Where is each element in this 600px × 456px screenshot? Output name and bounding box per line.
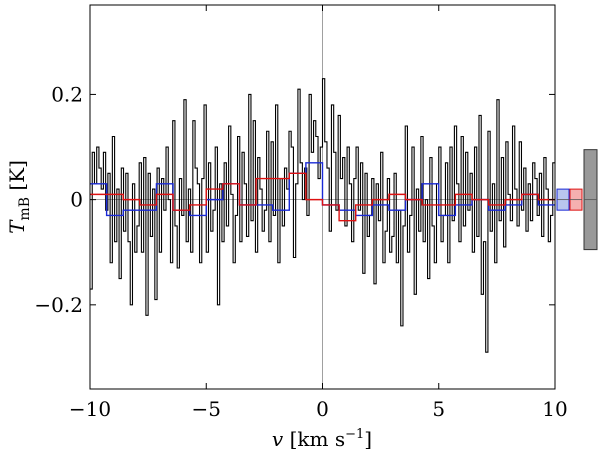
x-tick-label: −5 bbox=[192, 397, 221, 421]
y-tick-label: 0.2 bbox=[51, 82, 83, 106]
x-axis-label: v [km s−1] bbox=[272, 427, 372, 451]
series-layer bbox=[90, 78, 555, 353]
y-tick-label: −0.2 bbox=[34, 293, 83, 317]
y-axis-label: TmB [K] bbox=[5, 160, 33, 234]
x-tick-label: −10 bbox=[69, 397, 111, 421]
tick-labels: −10 −5 0 5 10 −0.2 0 0.2 bbox=[34, 82, 567, 421]
y-tick-label: 0 bbox=[70, 188, 83, 212]
noise-bars bbox=[556, 149, 598, 251]
x-tick-label: 5 bbox=[432, 397, 445, 421]
series-line-0 bbox=[90, 78, 555, 353]
x-tick-label: 10 bbox=[542, 397, 567, 421]
axis-ticks bbox=[89, 5, 556, 389]
series-line-2 bbox=[90, 172, 555, 222]
x-tick-label: 0 bbox=[316, 397, 329, 421]
